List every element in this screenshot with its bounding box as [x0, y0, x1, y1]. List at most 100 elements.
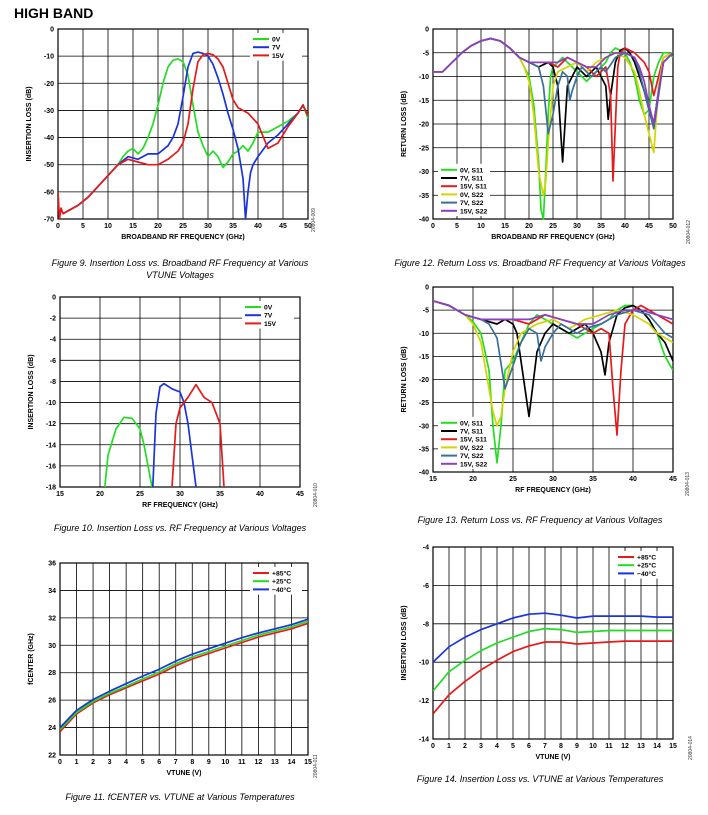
x-tick-label: 8 — [559, 743, 563, 750]
series-line-15v — [171, 383, 225, 488]
x-tick-label: 15 — [129, 223, 137, 230]
y-tick-label: -6 — [50, 358, 56, 365]
x-tick-label: 20 — [525, 223, 533, 230]
x-tick-label: 9 — [207, 759, 211, 766]
legend-label: 7V, S22 — [460, 200, 484, 207]
x-tick-label: 3 — [108, 759, 112, 766]
y-tick-label: -18 — [46, 485, 56, 492]
legend-box — [438, 416, 490, 469]
legend-label: 15V — [272, 53, 285, 60]
y-tick-label: -12 — [419, 698, 429, 705]
y-axis-label: INSERTION LOSS (dB) — [28, 354, 35, 429]
x-tick-label: 1 — [75, 759, 79, 766]
y-tick-label: 26 — [48, 698, 56, 705]
caption-fig12: Figure 12. Return Loss vs. Broadband RF … — [394, 258, 686, 268]
series-line-0v — [62, 58, 308, 215]
y-axis-label: RETURN LOSS (dB) — [401, 91, 408, 157]
y-tick-label: -40 — [44, 135, 54, 142]
y-tick-label: 0 — [425, 27, 429, 34]
plot-frame — [57, 28, 309, 220]
x-tick-label: 0 — [56, 223, 60, 230]
y-tick-label: -5 — [423, 50, 429, 57]
y-tick-label: -10 — [44, 54, 54, 61]
x-tick-label: 40 — [256, 491, 264, 498]
x-tick-label: 11 — [238, 759, 246, 766]
y-axis-label: INSERTION LOSS (dB) — [26, 86, 33, 161]
y-tick-label: -50 — [44, 162, 54, 169]
x-axis-label: BROADBAND RF FREQUENCY (GHz) — [491, 234, 615, 241]
x-tick-label: 25 — [136, 491, 144, 498]
x-axis-label: BROADBAND RF FREQUENCY (GHz) — [121, 234, 245, 241]
x-tick-label: 6 — [157, 759, 161, 766]
y-tick-label: -16 — [46, 463, 56, 470]
series-line-25-c — [60, 620, 308, 731]
legend-label: +25°C — [637, 562, 656, 570]
x-tick-label: 6 — [527, 743, 531, 750]
caption-fig10: Figure 10. Insertion Loss vs. RF Frequen… — [53, 523, 307, 533]
legend-label: +25°C — [272, 578, 291, 586]
x-tick-label: 20 — [154, 223, 162, 230]
x-tick-label: 0 — [58, 759, 62, 766]
y-tick-label: -25 — [419, 400, 429, 407]
y-axis-label: fCENTER (GHz) — [28, 633, 35, 685]
x-tick-label: 8 — [190, 759, 194, 766]
y-tick-label: -5 — [423, 308, 429, 315]
y-tick-label: -12 — [46, 421, 56, 428]
legend-label: 0V, S11 — [460, 420, 483, 427]
x-tick-label: 14 — [288, 759, 296, 766]
x-tick-label: 25 — [179, 223, 187, 230]
x-tick-label: 30 — [176, 491, 184, 498]
y-tick-label: -20 — [44, 81, 54, 88]
legend-box — [438, 163, 490, 216]
x-tick-label: 30 — [204, 223, 212, 230]
y-tick-label: -30 — [44, 108, 54, 115]
y-tick-label: -35 — [419, 193, 429, 200]
x-tick-label: 25 — [509, 476, 517, 483]
plot-frame — [432, 546, 674, 740]
code-fig10: 20804-010 — [313, 483, 319, 507]
y-tick-label: 24 — [48, 725, 56, 732]
legend-label: −40°C — [272, 586, 291, 594]
y-tick-label: 30 — [48, 643, 56, 650]
x-tick-label: 15 — [56, 491, 64, 498]
x-tick-label: 50 — [669, 223, 677, 230]
x-tick-label: 15 — [304, 759, 312, 766]
legend-label: 7V — [272, 45, 281, 52]
series-line-40-c — [60, 618, 308, 729]
code-fig12: 20804-012 — [686, 220, 692, 244]
y-tick-label: -25 — [419, 145, 429, 152]
y-tick-label: -30 — [419, 423, 429, 430]
y-tick-label: -14 — [419, 737, 429, 744]
series-line-85-c — [60, 622, 308, 733]
plot-frame — [432, 286, 674, 473]
x-tick-label: 50 — [304, 223, 312, 230]
code-fig13: 20804-013 — [685, 472, 691, 496]
y-tick-label: -35 — [419, 446, 429, 453]
legend-label: 0V, S22 — [460, 192, 484, 199]
x-axis-label: VTUNE (V) — [536, 754, 571, 761]
x-tick-label: 10 — [477, 223, 485, 230]
legend-label: −40°C — [637, 570, 656, 578]
code-fig9: 20804-009 — [311, 208, 317, 232]
x-tick-label: 45 — [645, 223, 653, 230]
legend-label: 0V — [272, 37, 281, 44]
x-tick-label: 20 — [469, 476, 477, 483]
y-tick-label: 22 — [48, 753, 56, 760]
y-tick-label: -15 — [419, 98, 429, 105]
series-line-7v — [151, 382, 197, 488]
x-axis-label: RF FREQUENCY (GHz) — [515, 487, 591, 494]
x-tick-label: 35 — [229, 223, 237, 230]
plot-frame — [432, 28, 674, 220]
x-tick-label: 30 — [549, 476, 557, 483]
y-tick-label: -30 — [419, 169, 429, 176]
x-tick-label: 35 — [589, 476, 597, 483]
y-tick-label: -4 — [423, 545, 429, 552]
series-line-15v — [58, 52, 308, 220]
chart-fig10: 15 20 25 30 35 40 45 0 -2 -4 -6 -8 -10 -12 -14 -16 -18 0V… — [28, 295, 304, 510]
y-tick-label: -15 — [419, 354, 429, 361]
x-tick-label: 15 — [429, 476, 437, 483]
y-tick-label: 0 — [52, 295, 56, 302]
x-tick-label: 40 — [629, 476, 637, 483]
chart-fig12: 0 5 10 15 20 25 30 35 40 45 50 0 -5 -10 -15 -20 -25 -30 -3… — [401, 27, 677, 242]
x-tick-label: 11 — [605, 743, 613, 750]
